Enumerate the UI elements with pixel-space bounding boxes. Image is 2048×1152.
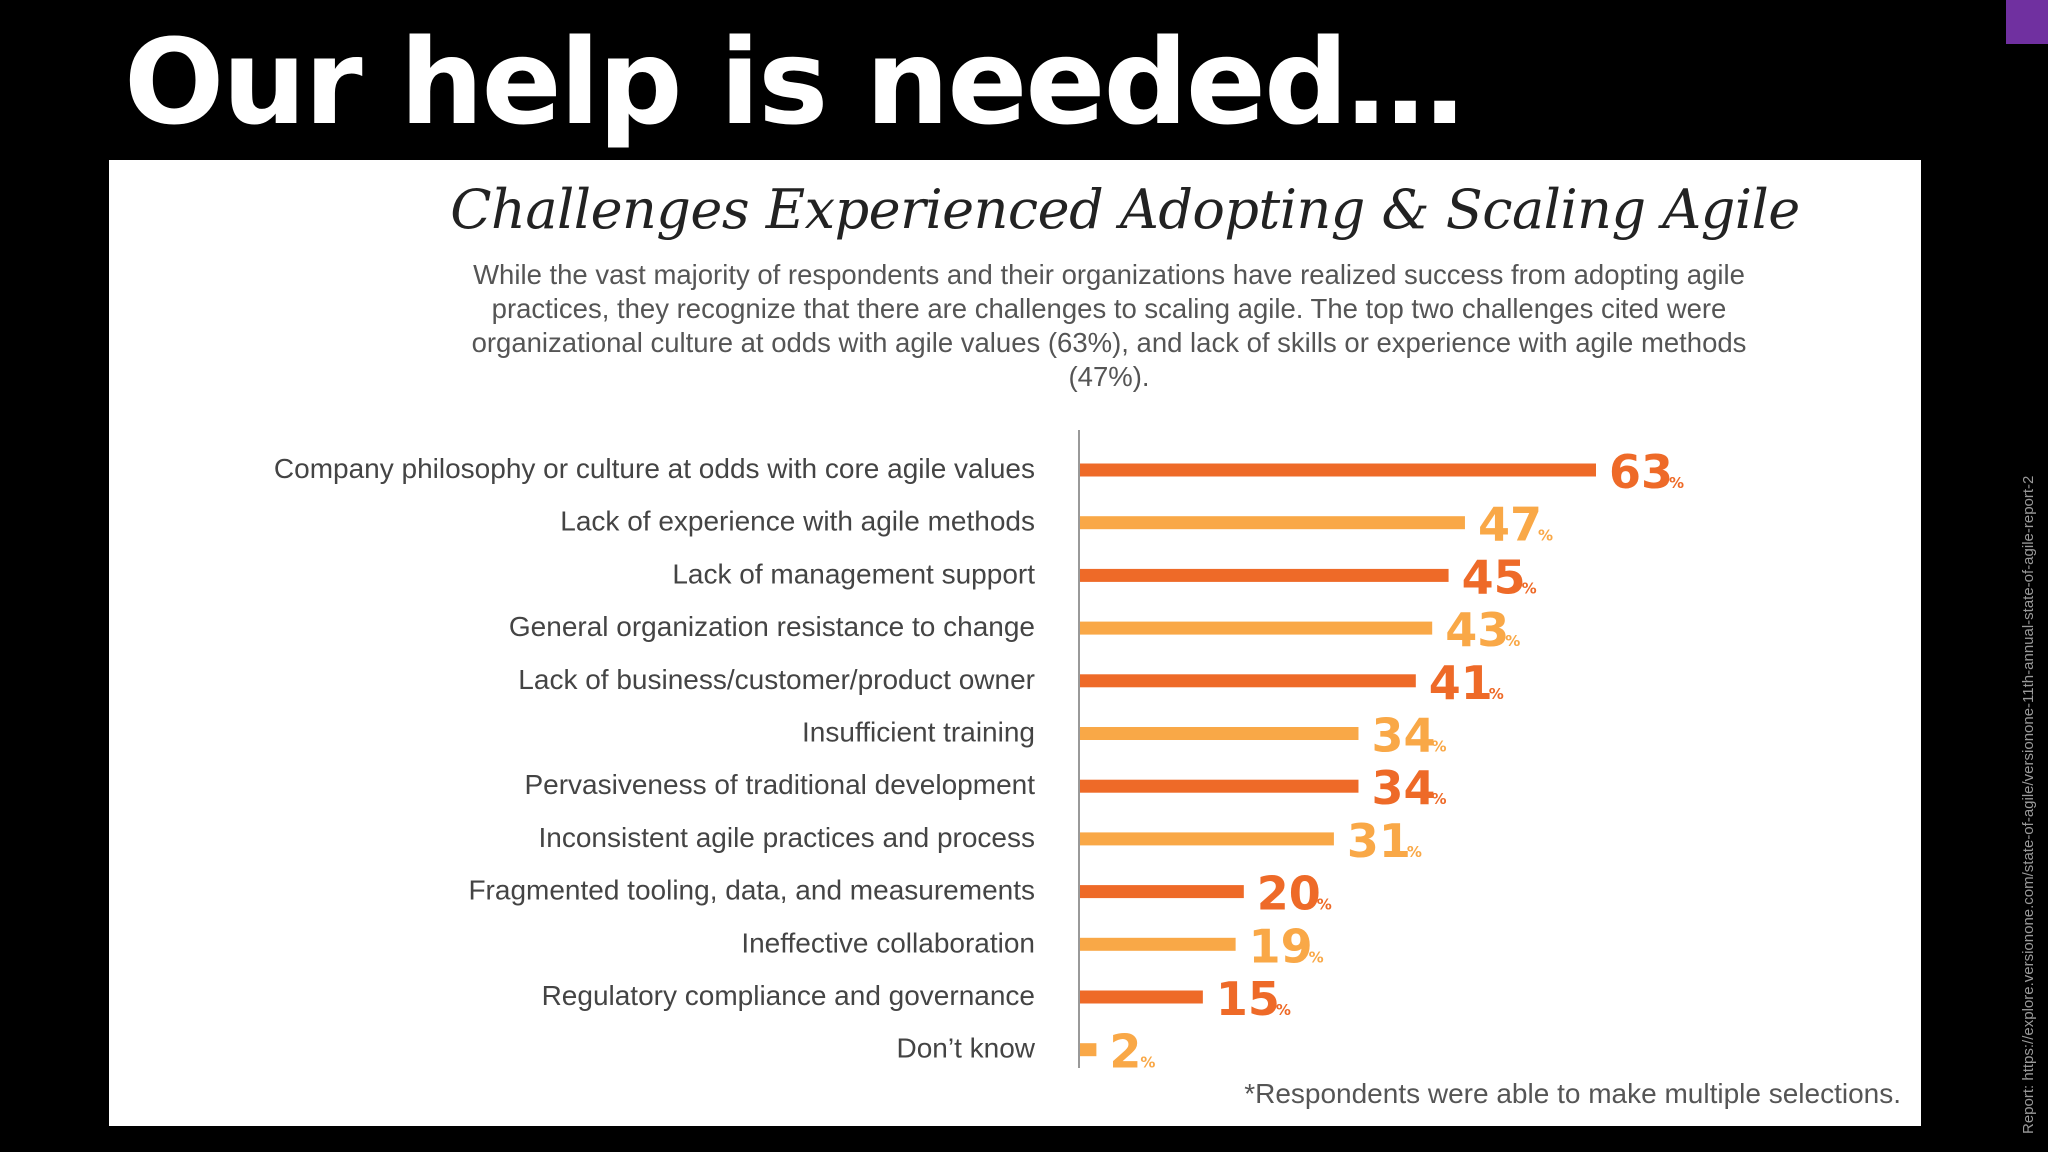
data-label-suffix: %	[1309, 948, 1324, 966]
data-label-suffix: %	[1522, 579, 1537, 597]
chart-panel: Challenges Experienced Adopting & Scalin…	[109, 160, 1921, 1126]
bar	[1080, 516, 1465, 530]
data-label: 47	[1478, 498, 1542, 552]
category-label: Company philosophy or culture at odds wi…	[274, 453, 1035, 484]
category-label: Fragmented tooling, data, and measuremen…	[468, 875, 1035, 906]
bar	[1080, 937, 1236, 951]
bar	[1080, 779, 1359, 793]
data-label-suffix: %	[1669, 474, 1684, 492]
category-label: Inconsistent agile practices and process	[539, 822, 1036, 853]
data-label-suffix: %	[1538, 527, 1553, 545]
slide-title: Our help is needed…	[124, 13, 1464, 151]
data-label: 43	[1445, 603, 1509, 657]
data-label-suffix: %	[1276, 1001, 1291, 1019]
data-label-suffix: %	[1140, 1054, 1155, 1072]
data-label-suffix: %	[1505, 632, 1520, 650]
chart-title: Challenges Experienced Adopting & Scalin…	[450, 178, 1800, 241]
data-label: 34	[1371, 709, 1435, 763]
data-label: 31	[1347, 814, 1411, 868]
category-label: Lack of business/customer/product owner	[518, 664, 1035, 695]
data-label: 15	[1216, 972, 1280, 1026]
data-label: 34	[1371, 761, 1435, 815]
chart-subtitle: While the vast majority of respondents a…	[471, 259, 1747, 392]
category-label: Lack of experience with agile methods	[560, 506, 1035, 537]
bar	[1080, 727, 1359, 740]
bar	[1080, 568, 1449, 582]
bar	[1080, 990, 1203, 1004]
data-label: 2	[1109, 1025, 1141, 1079]
category-label: Ineffective collaboration	[741, 927, 1035, 958]
source-note: Report: https://explore.versionone.com/s…	[2020, 475, 2037, 1134]
category-label: Pervasiveness of traditional development	[524, 769, 1035, 800]
bar	[1080, 885, 1244, 899]
category-label: General organization resistance to chang…	[509, 611, 1035, 642]
data-label-suffix: %	[1489, 685, 1504, 703]
data-label-suffix: %	[1407, 843, 1422, 861]
category-label: Don’t know	[896, 1033, 1035, 1064]
data-label: 41	[1429, 656, 1493, 710]
data-label-suffix: %	[1431, 790, 1446, 808]
data-label: 19	[1249, 919, 1313, 973]
bar	[1080, 1043, 1097, 1057]
category-label: Lack of management support	[672, 558, 1035, 589]
data-label-suffix: %	[1431, 738, 1446, 756]
data-label: 20	[1257, 867, 1321, 921]
footnote: *Respondents were able to make multiple …	[1244, 1078, 1901, 1109]
data-label-suffix: %	[1317, 896, 1332, 914]
category-label: Insufficient training	[802, 717, 1035, 748]
bar	[1080, 463, 1596, 477]
bar-chart: Company philosophy or culture at odds wi…	[274, 430, 1684, 1079]
bar	[1080, 674, 1416, 688]
purple-accent-block	[2006, 0, 2048, 44]
data-label: 63	[1609, 445, 1673, 499]
category-label: Regulatory compliance and governance	[542, 980, 1035, 1011]
bar	[1080, 621, 1433, 635]
bar	[1080, 832, 1334, 846]
data-label: 45	[1462, 550, 1526, 604]
